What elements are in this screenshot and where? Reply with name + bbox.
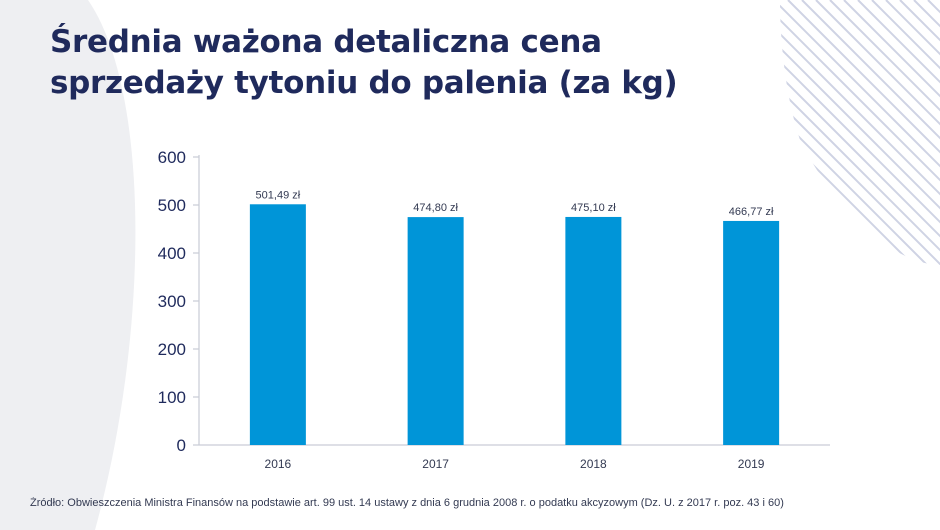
stripe-line: [780, 0, 940, 265]
x-tick-label-2019: 2019: [738, 457, 765, 471]
bar-2018: [565, 216, 622, 445]
y-tick-label: 500: [158, 196, 186, 215]
stripe-line: [780, 0, 940, 265]
stripe-line: [780, 0, 940, 265]
stripe-line: [829, 0, 940, 265]
y-tick-label: 300: [158, 292, 186, 311]
x-tick-label-2018: 2018: [580, 457, 607, 471]
stripe-line: [871, 0, 940, 265]
y-tick-label: 100: [158, 388, 186, 407]
y-tick-label: 400: [158, 244, 186, 263]
source-note: Źródło: Obwieszczenia Ministra Finansów …: [30, 497, 784, 509]
x-tick-label-2016: 2016: [265, 457, 292, 471]
bar-2017: [407, 217, 464, 445]
data-label-2017: 474,80 zł: [413, 202, 458, 214]
stripe-line: [857, 0, 940, 265]
grey-blob-shape: [0, 0, 136, 530]
data-label-2018: 475,10 zł: [571, 202, 616, 214]
bar-2019: [723, 220, 780, 445]
x-tick-label-2017: 2017: [422, 457, 449, 471]
title-line-2: sprzedaży tytoniu do palenia (za kg): [50, 65, 678, 101]
stripe-line: [780, 0, 940, 265]
title-line-1: Średnia ważona detaliczna cena: [50, 24, 602, 60]
chart-title: Średnia ważona detaliczna cena sprzedaży…: [50, 22, 678, 104]
bar-2016: [249, 204, 306, 445]
stripe-line: [780, 0, 940, 265]
stripe-line: [780, 0, 940, 265]
stripe-line: [787, 0, 940, 265]
stripe-line: [780, 0, 940, 265]
y-tick-label: 200: [158, 340, 186, 359]
stripe-line: [885, 0, 940, 265]
data-label-2016: 501,49 zł: [256, 189, 301, 201]
y-tick-label: 0: [177, 436, 186, 455]
y-tick-label: 600: [158, 148, 186, 167]
stripe-line: [815, 0, 940, 265]
stripe-line: [780, 0, 940, 265]
stripe-line: [801, 0, 940, 265]
stripe-line: [780, 0, 940, 265]
stripe-line: [843, 0, 940, 265]
data-label-2019: 466,77 zł: [729, 206, 774, 218]
